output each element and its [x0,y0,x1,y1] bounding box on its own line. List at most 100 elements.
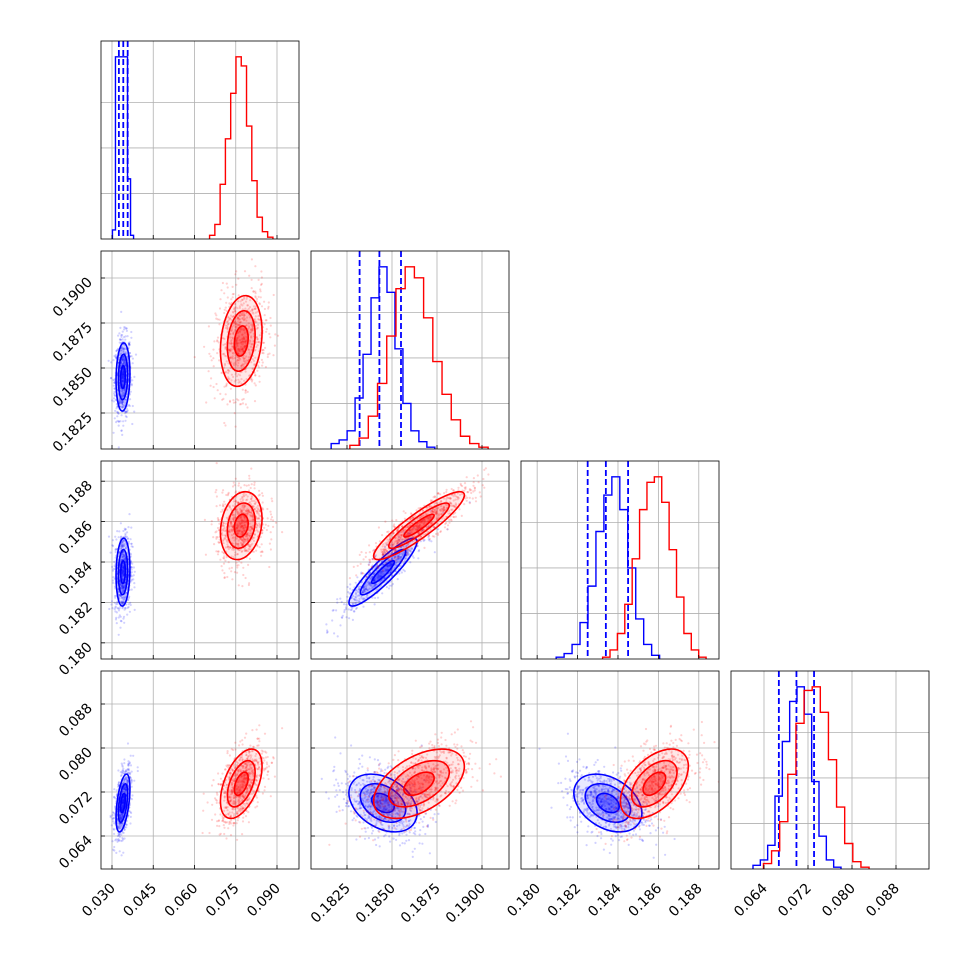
scatter-point [452,515,455,519]
scatter-point [250,323,253,326]
scatter-point [243,379,246,382]
scatter-point [121,374,124,378]
scatter-point [223,292,226,295]
scatter-point [235,561,238,564]
scatter-point [410,547,413,550]
scatter-point [268,565,271,569]
scatter-point [227,315,230,318]
scatter-point [122,362,125,365]
scatter-point [229,356,232,359]
scatter-point [112,359,115,362]
scatter-point [244,357,247,360]
scatter-point [269,324,272,327]
scatter-point [230,570,233,573]
scatter-point [113,417,116,420]
scatter-point [117,633,120,636]
scatter-point [225,370,228,373]
scatter-point [442,511,445,514]
scatter-point [252,305,256,308]
scatter-point [255,300,258,303]
scatter-point [414,527,417,531]
scatter-point [120,597,123,600]
scatter-point [341,614,344,617]
scatter-point [232,337,235,340]
scatter-point [126,409,129,412]
scatter-point [434,512,437,516]
scatter-point [449,518,452,521]
scatter-point [136,766,139,769]
scatter-point [121,589,124,592]
scatter-point [385,569,388,572]
scatter-point [244,341,247,344]
scatter-point [121,567,124,570]
scatter-point [253,382,256,385]
scatter-point [258,341,261,344]
scatter-point [390,551,394,555]
scatter-point [240,508,243,511]
scatter-point [393,557,396,560]
scatter-point [380,579,383,582]
scatter-point [220,289,223,292]
scatter-point [420,515,423,518]
scatter-point [381,569,385,572]
scatter-point [230,318,233,322]
scatter-point [111,814,114,817]
scatter-point [235,270,238,273]
scatter-point [243,340,246,343]
scatter-point [224,306,227,309]
scatter-point [260,282,263,285]
scatter-point [240,524,244,528]
scatter-point [405,544,408,548]
scatter-point [114,355,117,358]
scatter-point [215,495,218,498]
scatter-point [237,549,240,552]
content-1-0 [107,258,280,449]
scatter-point [430,522,434,525]
scatter-point [354,591,358,595]
scatter-point [364,587,368,590]
scatter-point [255,510,258,513]
scatter-point [241,312,244,315]
scatter-point [113,608,116,611]
scatter-point [238,357,241,360]
scatter-point [250,496,253,499]
scatter-point [122,572,125,575]
scatter-point [224,355,228,358]
scatter-point [261,550,264,554]
scatter-point [216,517,219,520]
scatter-point [381,572,384,576]
scatter-point [125,415,128,419]
scatter-point [121,351,125,354]
scatter-point [250,527,253,530]
scatter-point [218,504,222,507]
scatter-point [396,578,399,581]
scatter-point [123,585,126,588]
scatter-point [407,549,410,552]
scatter-point [126,404,129,408]
scatter-point [113,379,116,382]
scatter-point [230,345,234,348]
scatter-point [238,549,241,552]
scatter-point [113,392,116,395]
scatter-point [472,484,475,487]
scatter-point [253,487,256,490]
scatter-point [433,535,436,538]
scatter-point [370,566,374,569]
scatter-point [427,536,430,539]
scatter-point [339,624,342,627]
scatter-point [243,538,246,541]
scatter-point [243,338,246,341]
scatter-point [242,521,246,524]
scatter-point [224,346,227,349]
scatter-point [257,512,260,516]
scatter-point [226,324,229,327]
scatter-point [224,347,227,350]
y-tick-label: 0.1825 [50,410,96,456]
scatter-red [193,258,280,428]
scatter-point [116,602,119,606]
scatter-point [405,554,408,557]
scatter-point [253,536,256,539]
scatter-point [228,567,231,570]
scatter-point [244,549,247,553]
scatter-point [111,539,114,542]
